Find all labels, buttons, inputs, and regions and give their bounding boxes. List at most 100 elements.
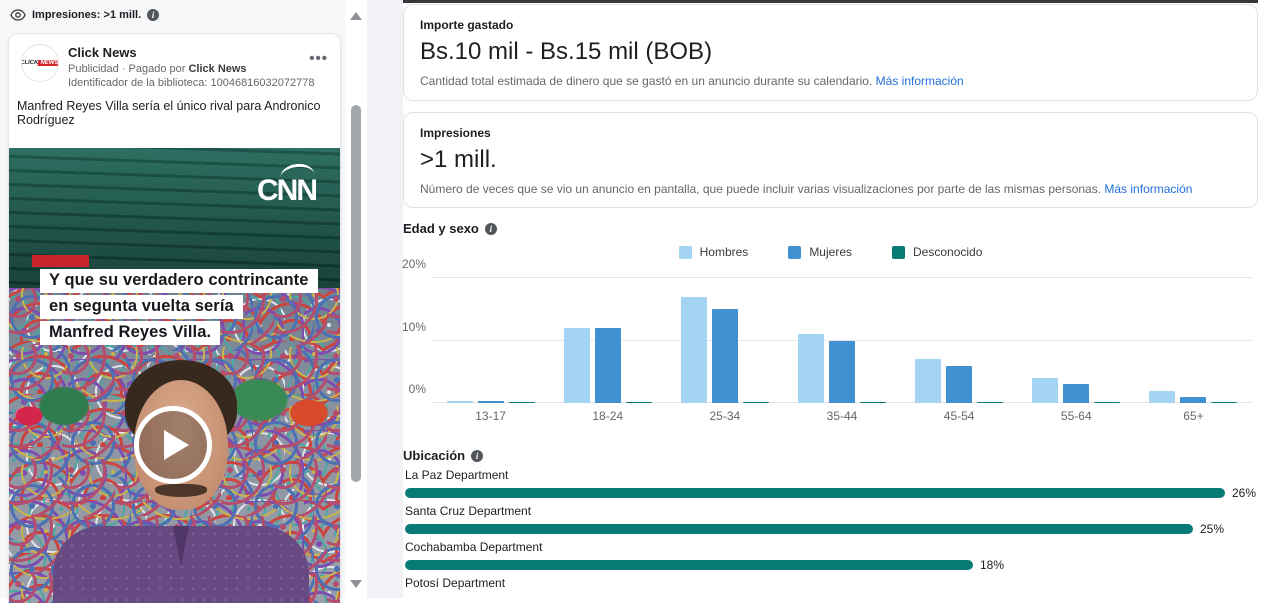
impressions-summary: Impresiones: >1 mill. xyxy=(32,9,142,21)
bar-desconocido-55-64 xyxy=(1094,401,1121,403)
location-label: La Paz Department xyxy=(405,468,509,482)
scrollbar-thumb[interactable] xyxy=(351,105,361,482)
ad-preview-header: Impresiones: >1 mill. i xyxy=(0,0,345,30)
impressions-value: >1 mill. xyxy=(420,146,497,173)
legend-swatch xyxy=(678,245,692,259)
bar-group-13-17 xyxy=(432,278,549,403)
legend-item-hombres: Hombres xyxy=(678,245,749,259)
x-axis-label-25-34: 25-34 xyxy=(709,409,741,423)
y-axis-tick: 0% xyxy=(408,382,426,396)
age-gender-chart: 0% 10% 20% xyxy=(402,257,1252,403)
spend-more-info-link[interactable]: Más información xyxy=(875,74,964,88)
x-axis-label-35-44: 35-44 xyxy=(826,409,858,423)
x-axis-label-45-54: 45-54 xyxy=(943,409,975,423)
location-section: Ubicación i La Paz Department 26% Santa Cr… xyxy=(403,448,1258,598)
caption-red-accent xyxy=(32,255,89,267)
x-axis-label-55-64: 55-64 xyxy=(1060,409,1092,423)
location-percentage: 18% xyxy=(980,558,1005,572)
bar-desconocido-35-44 xyxy=(859,401,886,403)
legend-item-desconocido: Desconocido xyxy=(892,245,982,259)
bar-mujeres-25-34 xyxy=(711,309,738,403)
left-panel-scrollbar[interactable] xyxy=(345,0,367,598)
impressions-title: Impresiones xyxy=(420,126,491,140)
cnn-logo: CNN xyxy=(257,162,318,206)
scroll-down-icon[interactable] xyxy=(350,580,362,588)
location-row: Santa Cruz Department 25% xyxy=(403,504,1258,540)
location-title: Ubicación i xyxy=(403,448,1258,463)
legend-item-mujeres: Mujeres xyxy=(788,245,852,259)
info-icon[interactable]: i xyxy=(484,222,497,235)
advertiser-name[interactable]: Click News xyxy=(68,45,137,60)
advertiser-avatar[interactable]: CLICKNEWS xyxy=(21,44,59,82)
location-row: La Paz Department 26% xyxy=(403,468,1258,504)
impressions-more-info-link[interactable]: Más información xyxy=(1104,182,1193,196)
more-options-icon[interactable]: ••• xyxy=(309,50,328,67)
impressions-description: Número de veces que se vio un anuncio en… xyxy=(420,182,1193,196)
legend-label: Hombres xyxy=(699,245,749,259)
bar-hombres-18-24 xyxy=(563,328,590,403)
bar-group-45-54 xyxy=(901,278,1018,403)
bar-hombres-55-64 xyxy=(1032,378,1059,403)
bar-mujeres-65+ xyxy=(1180,396,1207,403)
bar-mujeres-13-17 xyxy=(477,401,504,403)
location-bar xyxy=(405,560,973,570)
y-axis-tick: 20% xyxy=(401,257,426,271)
bar-mujeres-45-54 xyxy=(946,365,973,403)
x-axis-label-65+: 65+ xyxy=(1183,409,1204,423)
ad-card: CLICKNEWS Click News Publicidad · Pagado… xyxy=(8,33,341,603)
bar-mujeres-35-44 xyxy=(828,340,855,403)
location-bar xyxy=(405,488,1225,498)
panel-divider xyxy=(367,0,403,598)
location-rows: La Paz Department 26% Santa Cruz Departmen… xyxy=(403,468,1258,598)
play-icon xyxy=(164,430,189,460)
bar-hombres-35-44 xyxy=(797,334,824,403)
bar-group-25-34 xyxy=(666,278,783,403)
info-icon[interactable]: i xyxy=(147,9,160,21)
y-axis-tick: 10% xyxy=(401,319,426,334)
location-row: Cochabamba Department 18% xyxy=(403,540,1258,576)
top-divider-line xyxy=(403,0,1258,3)
scroll-up-icon[interactable] xyxy=(350,12,362,20)
ad-details-panel: Importe gastado Bs.10 mil - Bs.15 mil (B… xyxy=(402,0,1273,598)
bar-hombres-65+ xyxy=(1149,390,1176,403)
bar-desconocido-18-24 xyxy=(625,401,652,403)
bar-groups xyxy=(432,278,1252,403)
ad-video[interactable]: CNN Y que su verdadero contrincante en s… xyxy=(9,148,340,603)
bar-desconocido-13-17 xyxy=(508,401,535,403)
location-bar-line: 18% xyxy=(405,558,1258,572)
location-percentage: 26% xyxy=(1232,486,1257,500)
gridline xyxy=(432,339,1252,341)
video-captions: Y que su verdadero contrincante en segun… xyxy=(40,269,318,345)
location-percentage: 25% xyxy=(1200,522,1225,536)
age-axis-labels: 13-17 18-24 25-34 35-44 45-54 55-64 65+ xyxy=(432,409,1252,423)
location-row: Potosí Department xyxy=(403,576,1258,598)
sponsored-line: Publicidad · Pagado por Click News xyxy=(68,62,247,75)
x-axis-label-13-17: 13-17 xyxy=(475,409,506,423)
caption-line: en segunta vuelta sería xyxy=(40,295,243,319)
bar-group-55-64 xyxy=(1018,278,1135,403)
person-mustache xyxy=(155,484,207,497)
location-bar-line: 26% xyxy=(405,486,1258,500)
age-gender-title: Edad y sexo i xyxy=(403,221,1258,236)
ad-card-header: CLICKNEWS Click News Publicidad · Pagado… xyxy=(9,34,340,97)
impressions-card: Impresiones >1 mill. Número de veces que… xyxy=(403,112,1258,208)
spend-value: Bs.10 mil - Bs.15 mil (BOB) xyxy=(420,38,713,65)
location-bar xyxy=(405,524,1193,534)
x-axis-label-18-24: 18-24 xyxy=(592,409,624,423)
spend-description: Cantidad total estimada de dinero que se… xyxy=(420,74,964,88)
library-id: Identificador de la biblioteca: 10046816… xyxy=(68,77,315,90)
spend-title: Importe gastado xyxy=(420,18,514,32)
legend-swatch xyxy=(788,245,802,259)
location-bar-line: 25% xyxy=(405,522,1258,536)
caption-line: Y que su verdadero contrincante xyxy=(40,269,318,293)
spend-card: Importe gastado Bs.10 mil - Bs.15 mil (B… xyxy=(403,4,1258,101)
legend-swatch xyxy=(892,245,905,259)
play-button[interactable] xyxy=(134,406,212,484)
bar-mujeres-55-64 xyxy=(1063,384,1090,403)
bar-group-35-44 xyxy=(783,278,900,403)
eye-icon xyxy=(10,7,26,23)
info-icon[interactable]: i xyxy=(471,449,484,462)
bar-group-18-24 xyxy=(549,278,666,403)
bar-mujeres-18-24 xyxy=(594,328,621,403)
bar-hombres-45-54 xyxy=(915,359,942,403)
